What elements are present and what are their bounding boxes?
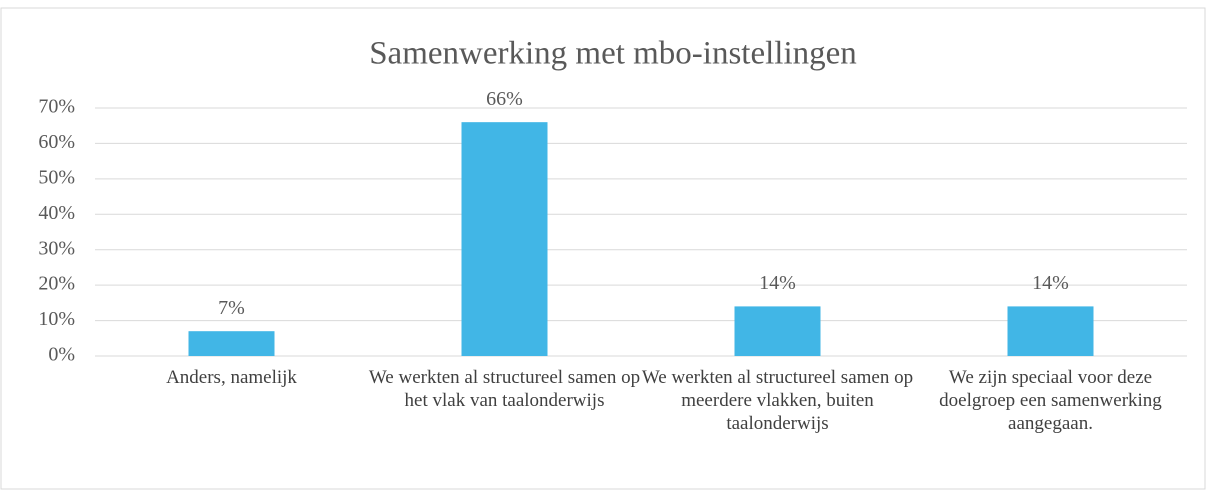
data-label: 7%	[218, 297, 245, 319]
y-tick-label: 20%	[38, 273, 75, 295]
data-label: 66%	[486, 88, 523, 110]
chart-border	[0, 7, 1206, 490]
bar	[461, 122, 548, 357]
y-tick-label: 60%	[38, 131, 75, 153]
x-tick-label: We zijn speciaal voor deze doelgroep een…	[939, 367, 1162, 434]
x-tick-label: We werkten al structureel samen op meerd…	[641, 367, 914, 434]
y-tick-label: 30%	[38, 237, 75, 259]
bar	[1007, 306, 1094, 356]
x-tick-label: We werkten al structureel samen op het v…	[368, 367, 641, 411]
bar	[734, 306, 821, 356]
x-tick-label: Anders, namelijk	[166, 367, 297, 388]
chart-title: Samenwerking met mbo-instellingen	[369, 36, 857, 72]
y-tick-label: 10%	[38, 308, 75, 330]
y-tick-label: 0%	[48, 344, 75, 366]
data-label: 14%	[759, 272, 796, 294]
y-tick-label: 50%	[38, 166, 75, 188]
y-tick-label: 40%	[38, 202, 75, 224]
y-tick-label: 70%	[38, 96, 75, 118]
bar	[188, 331, 275, 356]
data-label: 14%	[1032, 272, 1069, 294]
